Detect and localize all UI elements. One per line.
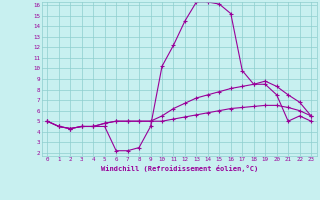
- X-axis label: Windchill (Refroidissement éolien,°C): Windchill (Refroidissement éolien,°C): [100, 165, 258, 172]
